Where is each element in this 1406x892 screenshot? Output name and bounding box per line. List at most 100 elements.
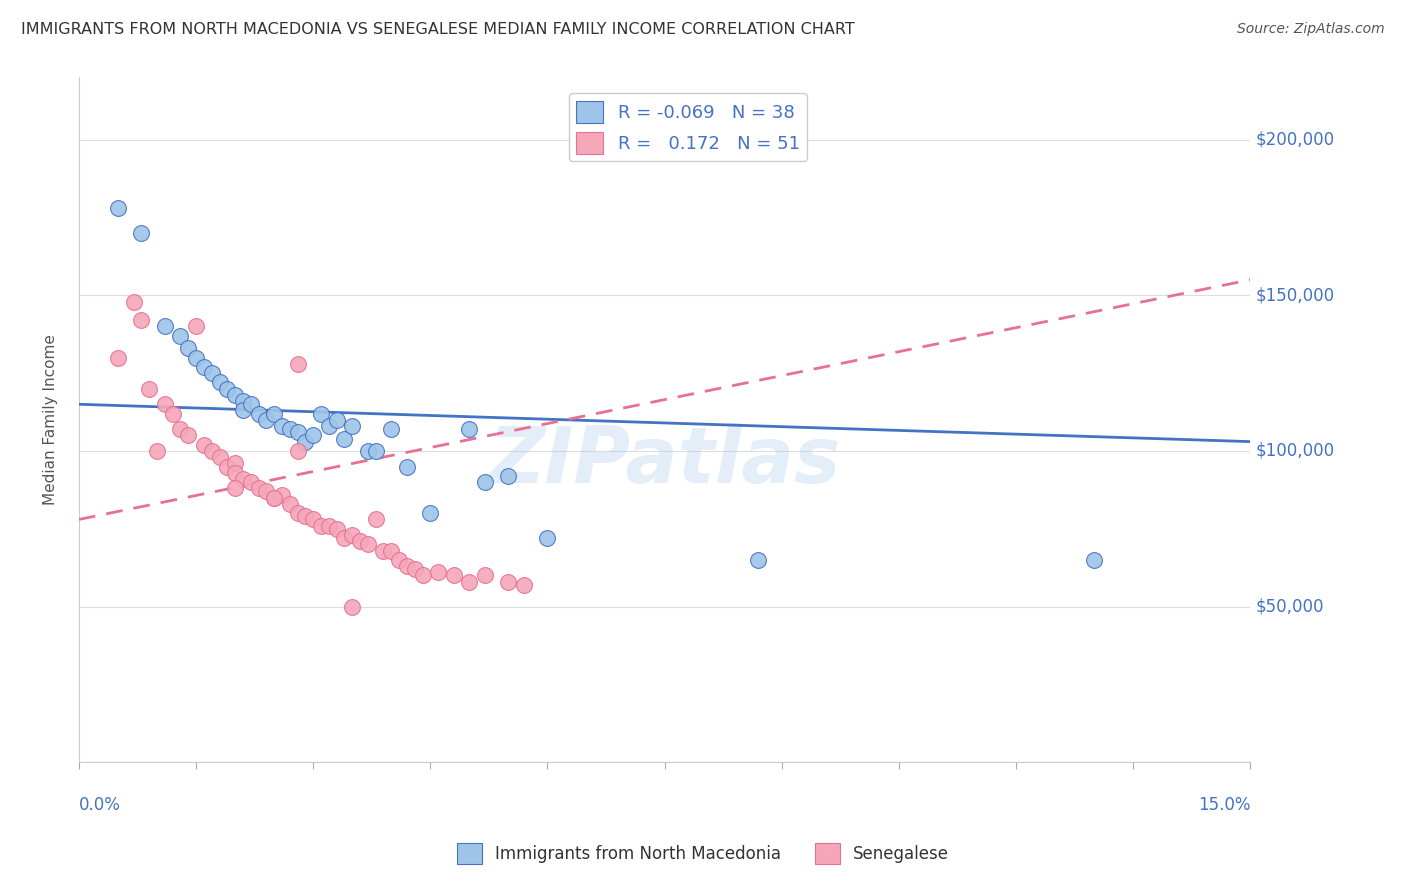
- Point: [747, 553, 769, 567]
- Point: [201, 366, 224, 380]
- Point: [201, 444, 224, 458]
- Point: [404, 562, 426, 576]
- Point: [224, 481, 246, 495]
- Point: [294, 509, 316, 524]
- Point: [278, 422, 301, 436]
- Point: [247, 481, 270, 495]
- Point: [342, 599, 364, 614]
- Point: [177, 341, 200, 355]
- Point: [247, 407, 270, 421]
- Point: [287, 444, 309, 458]
- Point: [309, 407, 332, 421]
- Point: [342, 528, 364, 542]
- Point: [224, 466, 246, 480]
- Point: [474, 568, 496, 582]
- Point: [263, 491, 285, 505]
- Point: [146, 444, 169, 458]
- Point: [380, 543, 402, 558]
- Point: [177, 428, 200, 442]
- Point: [193, 438, 215, 452]
- Point: [325, 413, 347, 427]
- Point: [278, 497, 301, 511]
- Point: [333, 531, 356, 545]
- Point: [153, 319, 176, 334]
- Point: [217, 382, 239, 396]
- Point: [458, 574, 481, 589]
- Text: 0.0%: 0.0%: [79, 797, 121, 814]
- Point: [239, 397, 262, 411]
- Point: [232, 394, 254, 409]
- Point: [342, 419, 364, 434]
- Text: $150,000: $150,000: [1256, 286, 1336, 304]
- Text: $100,000: $100,000: [1256, 442, 1336, 460]
- Point: [138, 382, 160, 396]
- Point: [318, 518, 340, 533]
- Text: Source: ZipAtlas.com: Source: ZipAtlas.com: [1237, 22, 1385, 37]
- Point: [287, 357, 309, 371]
- Point: [443, 568, 465, 582]
- Point: [162, 407, 184, 421]
- Point: [302, 428, 325, 442]
- Point: [357, 537, 380, 551]
- Point: [224, 388, 246, 402]
- Point: [318, 419, 340, 434]
- Point: [349, 534, 371, 549]
- Point: [498, 574, 520, 589]
- Point: [239, 475, 262, 489]
- Point: [373, 543, 395, 558]
- Point: [271, 419, 294, 434]
- Point: [107, 201, 129, 215]
- Point: [287, 425, 309, 440]
- Text: 15.0%: 15.0%: [1198, 797, 1250, 814]
- Point: [1083, 553, 1105, 567]
- Point: [263, 491, 285, 505]
- Point: [169, 422, 191, 436]
- Point: [287, 506, 309, 520]
- Text: IMMIGRANTS FROM NORTH MACEDONIA VS SENEGALESE MEDIAN FAMILY INCOME CORRELATION C: IMMIGRANTS FROM NORTH MACEDONIA VS SENEG…: [21, 22, 855, 37]
- Point: [217, 459, 239, 474]
- Point: [271, 487, 294, 501]
- Point: [427, 566, 450, 580]
- Point: [263, 407, 285, 421]
- Point: [498, 468, 520, 483]
- Point: [395, 459, 418, 474]
- Legend: Immigrants from North Macedonia, Senegalese: Immigrants from North Macedonia, Senegal…: [450, 837, 956, 871]
- Point: [364, 512, 387, 526]
- Point: [184, 351, 207, 365]
- Point: [395, 559, 418, 574]
- Legend: R = -0.069   N = 38, R =   0.172   N = 51: R = -0.069 N = 38, R = 0.172 N = 51: [569, 94, 807, 161]
- Point: [458, 422, 481, 436]
- Text: ZIPatlas: ZIPatlas: [488, 423, 841, 499]
- Point: [357, 444, 380, 458]
- Text: $50,000: $50,000: [1256, 598, 1324, 615]
- Point: [254, 484, 277, 499]
- Point: [388, 553, 411, 567]
- Point: [309, 518, 332, 533]
- Point: [302, 512, 325, 526]
- Point: [412, 568, 434, 582]
- Point: [254, 413, 277, 427]
- Point: [380, 422, 402, 436]
- Point: [131, 313, 153, 327]
- Point: [184, 319, 207, 334]
- Point: [224, 457, 246, 471]
- Y-axis label: Median Family Income: Median Family Income: [44, 334, 58, 505]
- Point: [364, 444, 387, 458]
- Point: [153, 397, 176, 411]
- Point: [419, 506, 441, 520]
- Point: [232, 403, 254, 417]
- Point: [107, 351, 129, 365]
- Point: [131, 226, 153, 240]
- Point: [208, 376, 231, 390]
- Text: $200,000: $200,000: [1256, 131, 1336, 149]
- Point: [536, 531, 558, 545]
- Point: [232, 472, 254, 486]
- Point: [208, 450, 231, 465]
- Point: [193, 359, 215, 374]
- Point: [333, 432, 356, 446]
- Point: [294, 434, 316, 449]
- Point: [474, 475, 496, 489]
- Point: [325, 522, 347, 536]
- Point: [513, 578, 536, 592]
- Point: [169, 328, 191, 343]
